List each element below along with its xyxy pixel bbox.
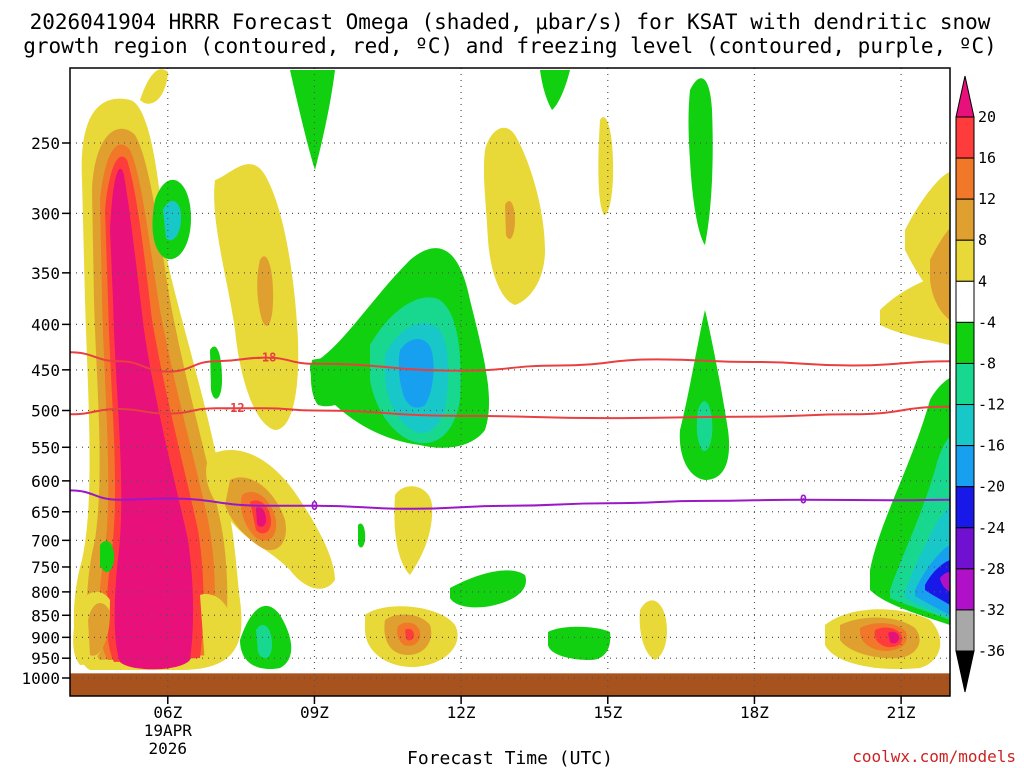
- omega-shading: [73, 69, 950, 671]
- colorbar-label: 8: [978, 231, 987, 249]
- colorbar-top-arrow: [955, 75, 975, 118]
- x-tick-label: 21Z: [887, 703, 916, 722]
- y-tick-label: 500: [31, 402, 60, 421]
- y-tick-label: 450: [31, 361, 60, 380]
- y-tick-label: 250: [31, 134, 60, 153]
- contour-label: -12: [223, 401, 245, 415]
- colorbar-segment: [955, 568, 975, 611]
- y-tick-label: 550: [31, 438, 60, 457]
- y-tick-label: 400: [31, 315, 60, 334]
- y-tick-label: 800: [31, 583, 60, 602]
- credit-text: coolwx.com/models: [852, 747, 1016, 766]
- chart-title-line1: 2026041904 HRRR Forecast Omega (shaded, …: [30, 10, 991, 34]
- y-tick-label: 700: [31, 531, 60, 550]
- colorbar-label: -28: [978, 560, 1005, 578]
- y-tick-label: 300: [31, 204, 60, 223]
- colorbar-label: 16: [978, 149, 996, 167]
- colorbar-segment: [955, 609, 975, 652]
- colorbar: 20 16 12 8 4 -4 -8 -12 -16 -20 -24 -28 -32 -36: [955, 75, 1005, 693]
- colorbar-segment: [955, 280, 975, 323]
- chart-title-line2: growth region (contoured, red, ºC) and f…: [23, 34, 997, 58]
- contour-label: 0: [800, 493, 807, 507]
- contour-label: 0: [311, 499, 318, 513]
- y-tick-label: 650: [31, 503, 60, 522]
- x-tick-label: 06Z: [153, 703, 182, 722]
- colorbar-segment: [955, 486, 975, 529]
- x-tick-label: 12Z: [447, 703, 476, 722]
- colorbar-label: -12: [978, 396, 1005, 414]
- colorbar-bottom-arrow: [955, 650, 975, 693]
- colorbar-segment: [955, 527, 975, 570]
- plot-frame: [69, 67, 951, 697]
- y-tick-label: 350: [31, 264, 60, 283]
- x-tick-year: 2026: [149, 739, 188, 758]
- contour-line: [69, 405, 951, 420]
- colorbar-label: 4: [978, 272, 987, 290]
- contour-line: [69, 351, 951, 373]
- contour-label: -18: [255, 351, 277, 365]
- y-tick-label: 900: [31, 628, 60, 647]
- y-axis: 250 300 350 400 450 500 550 600 650 700 750 800 850 9…: [21, 134, 70, 688]
- x-axis-title: Forecast Time (UTC): [407, 748, 613, 768]
- colorbar-segment: [955, 404, 975, 447]
- y-tick-label: 850: [31, 606, 60, 625]
- x-tick-label: 18Z: [740, 703, 769, 722]
- y-tick-label: 1000: [21, 669, 60, 688]
- ground-surface: [70, 673, 950, 696]
- contour-line: [69, 489, 951, 510]
- y-tick-label: 750: [31, 558, 60, 577]
- contour-lines: -18 -12 0 0: [69, 351, 951, 513]
- y-tick-label: 950: [31, 649, 60, 668]
- colorbar-label: -36: [978, 642, 1005, 660]
- colorbar-segment: [955, 198, 975, 241]
- colorbar-label: -24: [978, 519, 1005, 537]
- colorbar-label: 20: [978, 108, 996, 126]
- colorbar-segment: [955, 157, 975, 200]
- x-tick-label: 09Z: [300, 703, 329, 722]
- colorbar-label: -8: [978, 354, 996, 372]
- colorbar-label: -20: [978, 478, 1005, 496]
- colorbar-segment: [955, 116, 975, 159]
- colorbar-label: -32: [978, 601, 1005, 619]
- colorbar-segment: [955, 445, 975, 488]
- colorbar-label: 12: [978, 190, 996, 208]
- omega-shade-20: [110, 168, 194, 670]
- colorbar-segment: [955, 362, 975, 406]
- x-tick-date: 19APR: [144, 721, 193, 740]
- colorbar-segment: [955, 239, 975, 282]
- omega-shade-4b: [140, 69, 168, 104]
- colorbar-label: -4: [978, 313, 996, 331]
- colorbar-label: -16: [978, 437, 1005, 455]
- colorbar-segment: [955, 321, 975, 364]
- y-tick-label: 600: [31, 472, 60, 491]
- x-tick-label: 15Z: [593, 703, 622, 722]
